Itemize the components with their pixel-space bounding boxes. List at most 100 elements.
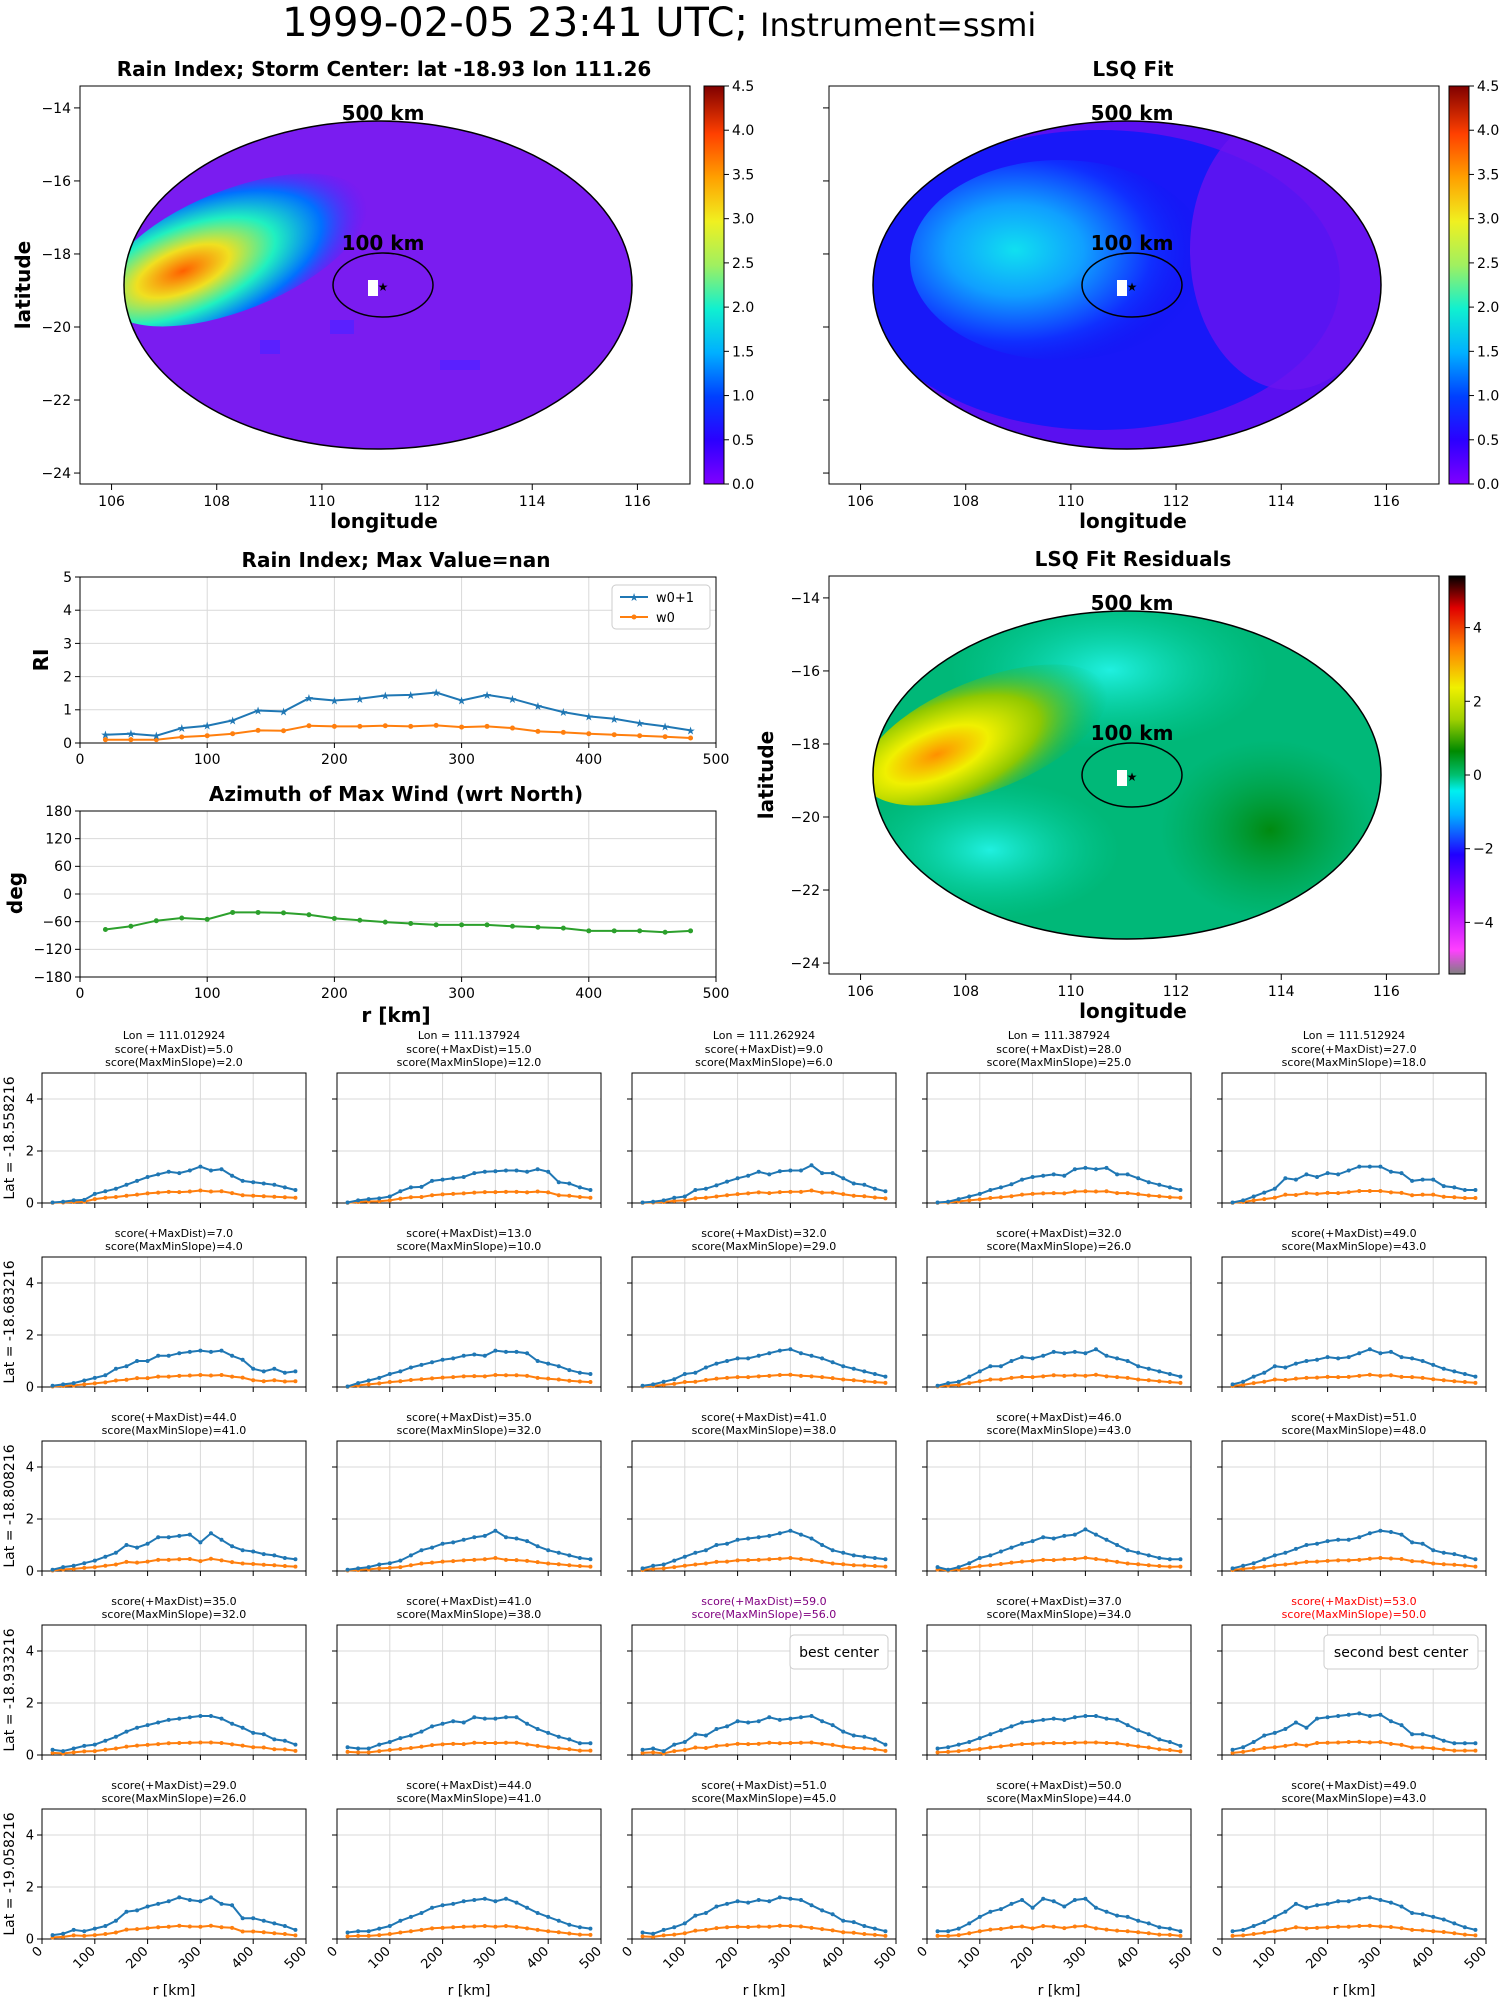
w01-point [1157,1737,1162,1742]
score-panel: score(+MaxDist)=41.0score(MaxMinSlope)=3… [627,1411,897,1576]
w01-point [272,1553,277,1558]
w01-line [105,691,691,737]
panel-score-maxdist: score(+MaxDist)=37.0 [996,1595,1121,1608]
w01-point [1441,1366,1446,1371]
w01-point [1072,1167,1077,1172]
w01-point [1357,1711,1362,1716]
w0-point [1431,1192,1436,1197]
panel-score-maxdist: score(+MaxDist)=27.0 [1291,1043,1416,1056]
w01-point [230,1721,235,1726]
azimuth-point [408,921,414,927]
w0-point [809,1740,814,1745]
w0-point [525,1926,530,1931]
w01-point [356,1566,361,1571]
w01-point [956,1565,961,1570]
w01-point [177,1351,182,1356]
w01-point [798,1168,803,1173]
resid-colorbar [1448,575,1466,975]
w01-point [503,1535,508,1540]
w0-point [1020,1374,1025,1379]
w0-point [714,1926,719,1931]
w0-point [440,1192,445,1197]
w01-point [135,1545,140,1550]
legend-w01: w0+1 [656,591,694,606]
w01-point [293,1557,298,1562]
axes-frame [1221,1624,1487,1756]
ytick-label: 0 [63,736,72,752]
w01-point [841,1364,846,1369]
w01-point [1431,1177,1436,1182]
map-xtick-label: 106 [847,494,874,510]
map-ytick-label: −14 [790,591,820,607]
w0-point [179,734,185,740]
axes-frame [1221,1440,1487,1572]
xtick-label: 400 [229,1944,257,1972]
w01-point [503,1715,508,1720]
panel-lon-title: Lon = 111.387924 [1008,1029,1110,1042]
axes-background [927,1441,1191,1571]
w01-point [272,1366,277,1371]
w01-point [862,1554,867,1559]
w0-point [735,1741,740,1746]
w0-point [735,1558,740,1563]
w0-point [92,1933,97,1938]
map-ytick-label: −16 [790,664,820,680]
w01-point [1083,1351,1088,1356]
w01-point [1357,1164,1362,1169]
rain-map-xlabel: longitude [330,509,438,533]
ring-500km [123,120,633,450]
w0-point [998,1926,1003,1931]
w0-point [156,1190,161,1195]
w0-point [1420,1928,1425,1933]
azimuth-plot: Azimuth of Max Wind (wrt North) 0 100 200 3… [3,782,729,1027]
w01-point [872,1372,877,1376]
w01-point: ★ [228,714,238,727]
w01-point: ★ [202,720,212,733]
map-xtick-label: 114 [1268,984,1295,1000]
w0-point [382,723,388,729]
w0-point [1104,1927,1109,1932]
w01-point [703,1733,708,1738]
azimuth-point [586,928,592,934]
w0-point [967,1565,972,1570]
w01-point [714,1543,719,1547]
w0-point [1104,1374,1109,1379]
w0-point [1178,1933,1183,1938]
w01-point [1072,1898,1077,1902]
w01-point [872,1737,877,1742]
w01-point [577,1185,582,1190]
w01-point [1041,1173,1046,1178]
w01-point [1399,1532,1404,1537]
ytick-label: 1 [63,703,72,719]
xtick-label: 400 [1409,1944,1437,1972]
w01-point [1304,1543,1309,1547]
w0-point [1262,1379,1267,1384]
w0-point [135,1376,140,1381]
w01-point [735,1176,740,1181]
w0-point [82,1382,87,1387]
w0-line [105,724,691,741]
w01-point [577,1741,582,1746]
w01-point [113,1550,118,1555]
w01-point [556,1734,561,1739]
w0-point [830,1928,835,1933]
w01-point [1167,1372,1172,1376]
w01-point [92,1742,97,1747]
w01-point [482,1896,487,1901]
azimuth-point [560,925,566,931]
w01-point [1304,1725,1309,1730]
w01-point [535,1359,540,1363]
w0-point [998,1744,1003,1749]
best-center-label: best center [799,1645,879,1661]
w01-point [1367,1714,1372,1718]
xtick-label: 200 [1303,1944,1331,1972]
w0-point [830,1190,835,1195]
w01-point [1462,1925,1467,1930]
w0-point [166,1557,171,1562]
w01-point [282,1738,287,1743]
w01-point: ★ [406,689,416,702]
xtick-label: 300 [1061,1944,1089,1972]
w01-point [725,1541,730,1546]
w0-point [71,1750,76,1755]
w01-point [682,1921,687,1926]
